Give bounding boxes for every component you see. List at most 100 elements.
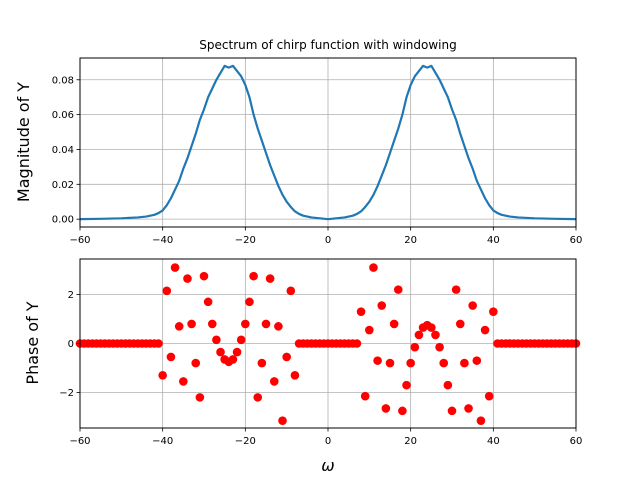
phase-point (431, 330, 440, 340)
phase-point (278, 416, 287, 425)
phase-point (274, 322, 283, 331)
phase-point (414, 330, 424, 340)
magnitude-series (79, 64, 577, 221)
phase-point (241, 319, 250, 329)
phase-point (489, 307, 498, 316)
phase-point (257, 358, 267, 368)
phase-point (154, 339, 163, 348)
phase-point (464, 404, 473, 413)
phase-point (216, 347, 225, 357)
y-tick-label: 0.00 (52, 215, 74, 226)
phase-point (365, 325, 374, 335)
magnitude-x-ticks: −60 −40 −20 0 20 40 60 (69, 227, 582, 246)
x-tick-label: 40 (487, 235, 500, 246)
y-tick-label: 2 (68, 290, 74, 301)
phase-point (398, 406, 407, 416)
phase-point (447, 406, 457, 416)
x-tick-label: 0 (325, 436, 331, 447)
x-tick-label: 60 (570, 436, 583, 447)
x-tick-label: 20 (404, 235, 417, 246)
phase-point (352, 339, 362, 348)
y-tick-label: 0 (68, 339, 74, 350)
phase-point (212, 335, 221, 345)
phase-point (480, 325, 490, 335)
phase-point (261, 319, 271, 329)
x-tick-label: −40 (152, 235, 173, 246)
phase-point (183, 274, 192, 283)
x-tick-label: 0 (325, 235, 331, 246)
y-tick-label: 0.04 (52, 145, 74, 156)
magnitude-subplot: Spectrum of chirp function with windowin… (14, 38, 582, 246)
phase-point (435, 342, 444, 352)
y-tick-label: −2 (59, 388, 74, 399)
phase-point (249, 271, 258, 281)
phase-x-ticks: −60 −40 −20 0 20 40 60 (69, 428, 582, 447)
phase-point (199, 271, 209, 281)
phase-point (269, 377, 279, 386)
phase-point (377, 301, 387, 310)
phase-point (373, 356, 382, 365)
phase-x-axis-label: ω (321, 456, 334, 475)
phase-point (427, 323, 436, 332)
y-tick-label: 0.02 (52, 180, 74, 191)
phase-y-axis-label: Phase of Y (23, 301, 42, 384)
phase-point (245, 297, 254, 307)
phase-point (402, 380, 411, 390)
x-tick-label: −60 (69, 436, 90, 447)
phase-point (290, 371, 300, 380)
phase-point (236, 335, 246, 345)
magnitude-y-axis-label: Magnitude of Y (14, 82, 33, 202)
phase-point (472, 356, 482, 365)
phase-subplot: Phase of Y ω −60 −40 −20 0 20 40 60 −202 (23, 258, 582, 475)
phase-point (369, 263, 378, 272)
y-tick-label: 0.08 (52, 75, 74, 86)
x-tick-label: 60 (570, 235, 583, 246)
phase-point (286, 286, 296, 296)
phase-point (360, 391, 370, 401)
phase-point (253, 393, 263, 402)
phase-point (166, 352, 176, 362)
x-tick-label: −60 (69, 235, 90, 246)
phase-point (356, 307, 366, 316)
phase-point (265, 274, 275, 283)
phase-point (439, 358, 449, 368)
phase-point (468, 301, 477, 310)
phase-point (451, 285, 461, 294)
x-tick-label: 20 (404, 436, 417, 447)
phase-point (389, 319, 399, 329)
phase-point (385, 358, 395, 368)
phase-y-ticks: −2 0 2 (59, 290, 80, 399)
phase-point (282, 352, 291, 362)
phase-point (455, 319, 465, 329)
phase-point (158, 371, 167, 380)
phase-point (443, 380, 453, 390)
magnitude-line (79, 64, 577, 221)
phase-point (170, 263, 180, 272)
phase-point (187, 319, 196, 329)
phase-point (179, 377, 188, 386)
magnitude-y-ticks: 0.00 0.02 0.04 0.06 0.08 (52, 75, 80, 226)
phase-point (410, 342, 420, 352)
phase-point (228, 355, 238, 364)
phase-point (393, 285, 403, 294)
phase-point (162, 286, 172, 296)
phase-point (484, 391, 494, 401)
x-tick-label: −40 (152, 436, 173, 447)
phase-point (207, 319, 217, 329)
x-tick-label: 40 (487, 436, 500, 447)
phase-point (203, 297, 213, 307)
magnitude-plot-title: Spectrum of chirp function with windowin… (199, 38, 456, 52)
phase-point (476, 416, 486, 425)
phase-point (406, 358, 415, 368)
x-tick-label: −20 (235, 235, 256, 246)
phase-point (460, 358, 469, 368)
x-tick-label: −20 (235, 436, 256, 447)
phase-series (75, 263, 581, 425)
y-tick-label: 0.06 (52, 110, 74, 121)
phase-point (232, 347, 242, 357)
phase-point (381, 404, 391, 413)
phase-point (174, 322, 184, 331)
phase-point (191, 358, 201, 368)
